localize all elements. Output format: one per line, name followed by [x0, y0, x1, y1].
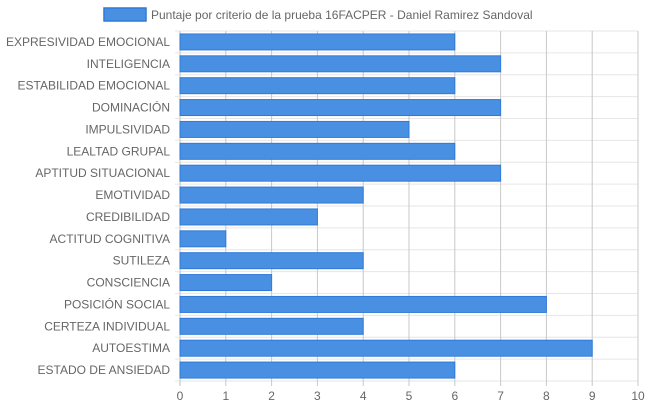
bar[interactable] [179, 55, 502, 73]
x-tick-label: 8 [543, 389, 550, 403]
y-tick-label: AUTOESTIMA [92, 341, 170, 355]
y-tick-label: EXPRESIVIDAD EMOCIONAL [6, 35, 170, 49]
y-tick-label: EMOTIVIDAD [95, 188, 170, 202]
x-axis-labels: 0 1 2 3 4 5 6 7 8 9 10 [177, 389, 645, 403]
y-tick-label: APTITUD SITUACIONAL [35, 166, 170, 180]
x-tick-label: 3 [314, 389, 321, 403]
bar[interactable] [179, 142, 456, 160]
legend-swatch[interactable] [103, 7, 147, 22]
x-tick-label: 2 [268, 389, 275, 403]
bar[interactable] [179, 186, 364, 204]
y-tick-label: DOMINACIÓN [92, 100, 170, 115]
x-tick-label: 0 [177, 389, 184, 403]
bar[interactable] [179, 339, 593, 357]
x-tick-label: 6 [451, 389, 458, 403]
x-tick-label: 7 [497, 389, 504, 403]
bar[interactable] [179, 274, 273, 292]
x-tick-label: 10 [631, 389, 645, 403]
y-tick-label: IMPULSIVIDAD [85, 122, 170, 136]
bar[interactable] [179, 295, 547, 313]
y-tick-label: ACTITUD COGNITIVA [50, 232, 170, 246]
y-axis-labels: EXPRESIVIDAD EMOCIONAL INTELIGENCIA ESTABI… [6, 35, 170, 377]
bar[interactable] [179, 99, 502, 117]
y-tick-label: CONSCIENCIA [87, 276, 170, 290]
bar[interactable] [179, 77, 456, 95]
legend-label[interactable]: Puntaje por criterio de la prueba 16FACP… [151, 8, 533, 22]
y-tick-label: LEALTAD GRUPAL [67, 144, 171, 158]
bar[interactable] [179, 33, 456, 51]
bar[interactable] [179, 361, 456, 379]
y-tick-label: ESTADO DE ANSIEDAD [38, 363, 171, 377]
bar[interactable] [179, 120, 410, 138]
x-tick-label: 5 [406, 389, 413, 403]
bar[interactable] [179, 164, 502, 182]
y-tick-label: POSICIÓN SOCIAL [64, 296, 170, 311]
legend[interactable]: Puntaje por criterio de la prueba 16FACP… [103, 7, 533, 22]
bars [179, 33, 593, 379]
bar[interactable] [179, 230, 227, 248]
x-tick-label: 1 [222, 389, 229, 403]
y-tick-label: SUTILEZA [113, 254, 170, 268]
bar[interactable] [179, 252, 364, 270]
bar[interactable] [179, 208, 318, 226]
y-tick-label: ESTABILIDAD EMOCIONAL [18, 79, 171, 93]
y-tick-label: CREDIBILIDAD [86, 210, 170, 224]
x-tick-label: 4 [360, 389, 367, 403]
y-tick-label: INTELIGENCIA [87, 57, 170, 71]
x-tick-label: 9 [589, 389, 596, 403]
y-tick-label: CERTEZA INDIVIDUAL [44, 319, 170, 333]
bar[interactable] [179, 317, 364, 335]
